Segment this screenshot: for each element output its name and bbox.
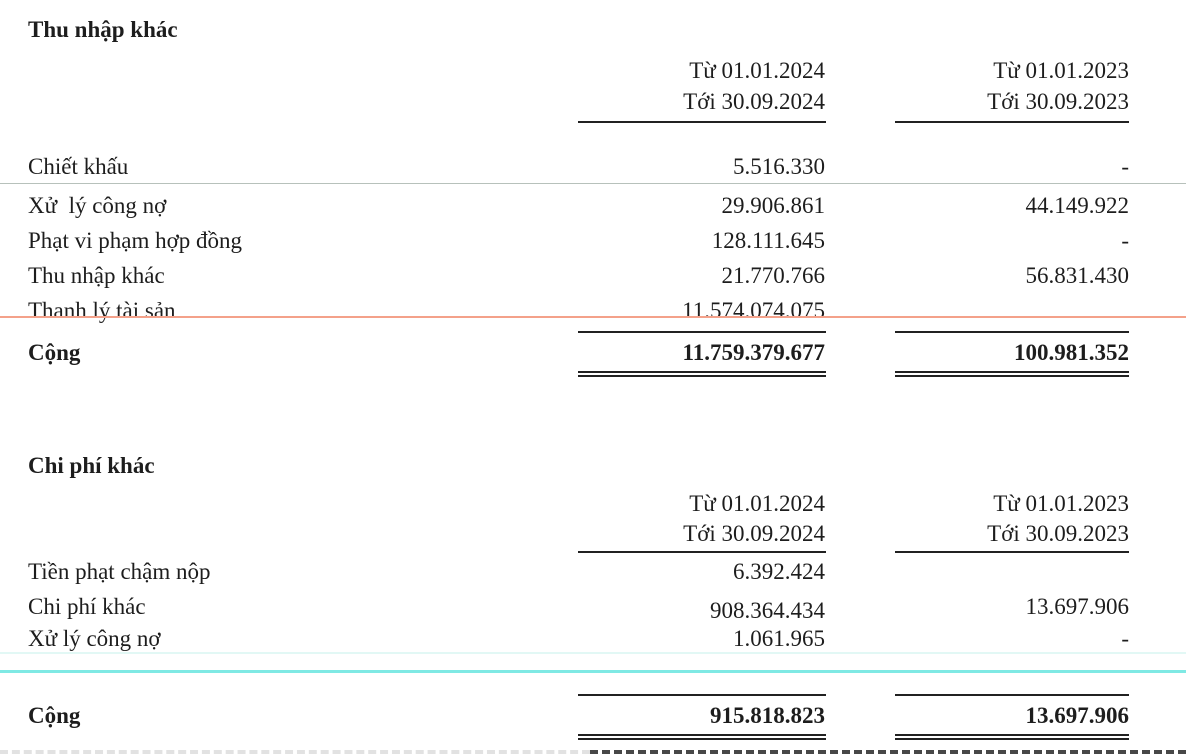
total-label: Cộng — [28, 703, 81, 728]
total-label: Cộng — [28, 340, 81, 365]
column-header-2023-line2: Tới 30.09.2023 — [987, 521, 1129, 546]
total-value-2023: 13.697.906 — [1025, 703, 1130, 728]
row-label: Chi phí khác — [28, 594, 146, 619]
section-title: Thu nhập khác — [28, 17, 178, 42]
row-label: Thu nhập khác — [28, 263, 165, 288]
header-underline-2023 — [895, 551, 1129, 553]
table-row: Thanh lý tài sản 11.574.074.075 — [0, 295, 1186, 327]
value-2024: 908.364.434 — [710, 598, 825, 623]
header-underline-2023 — [895, 121, 1129, 123]
teal-faint-scan-line — [0, 652, 1186, 654]
column-header-2024-line2: Tới 30.09.2024 — [683, 89, 825, 114]
total-double-rule-2024 — [578, 734, 826, 740]
total-double-rule-2024 — [578, 371, 826, 377]
bottom-dashed-line-left — [0, 750, 590, 754]
section-title: Chi phí khác — [28, 453, 155, 478]
total-value-2024: 915.818.823 — [710, 703, 825, 728]
header-underline-2024 — [578, 551, 826, 553]
row-label: Xử lý công nợ — [28, 193, 167, 218]
row-label: Tiền phạt chậm nộp — [28, 559, 211, 584]
column-header-2024-line2: Tới 30.09.2024 — [683, 521, 825, 546]
subtotal-rule-2023 — [895, 694, 1129, 696]
red-scan-line — [0, 316, 1186, 318]
table-row: Xử lý công nợ 29.906.861 44.149.922 — [0, 190, 1186, 222]
total-double-rule-2023 — [895, 734, 1129, 740]
column-header-2024-line1: Từ 01.01.2024 — [689, 58, 825, 83]
teal-scan-line — [0, 670, 1186, 673]
value-2024: 128.111.645 — [711, 228, 825, 253]
subtotal-rule-2024 — [578, 694, 826, 696]
total-double-rule-2023 — [895, 371, 1129, 377]
column-header-2023-line1: Từ 01.01.2023 — [993, 491, 1129, 516]
total-value-2024: 11.759.379.677 — [682, 340, 825, 365]
column-header-2023-line1: Từ 01.01.2023 — [993, 58, 1129, 83]
gray-scan-line — [0, 183, 1186, 184]
total-value-2023: 100.981.352 — [1014, 340, 1129, 365]
value-2023: - — [1121, 228, 1129, 253]
subtotal-rule-2023 — [895, 331, 1129, 333]
total-row: Cộng 915.818.823 13.697.906 — [0, 700, 1186, 732]
table-row: Phạt vi phạm hợp đồng 128.111.645 - — [0, 225, 1186, 257]
header-underline-2024 — [578, 121, 826, 123]
value-2024: 5.516.330 — [733, 154, 825, 179]
value-2024: 21.770.766 — [721, 263, 826, 288]
bottom-dashed-line-right — [590, 750, 1186, 754]
value-2023: 13.697.906 — [1025, 594, 1130, 619]
row-label: Chiết khấu — [28, 154, 129, 179]
value-2024: 1.061.965 — [733, 626, 825, 651]
table-row: Chiết khấu 5.516.330 - — [0, 151, 1186, 183]
row-label: Xử lý công nợ — [28, 626, 161, 651]
value-2023: - — [1121, 154, 1129, 179]
table-row: Xử lý công nợ 1.061.965 - — [0, 623, 1186, 655]
table-row: Thu nhập khác 21.770.766 56.831.430 — [0, 260, 1186, 292]
subtotal-rule-2024 — [578, 331, 826, 333]
column-header-2024-line1: Từ 01.01.2024 — [689, 491, 825, 516]
column-header-2023-line2: Tới 30.09.2023 — [987, 89, 1129, 114]
table-row: Tiền phạt chậm nộp 6.392.424 — [0, 556, 1186, 588]
value-2024: 6.392.424 — [733, 559, 825, 584]
row-label: Phạt vi phạm hợp đồng — [28, 228, 243, 253]
value-2024: 29.906.861 — [721, 193, 826, 218]
value-2023: 56.831.430 — [1025, 263, 1130, 288]
value-2023: - — [1121, 626, 1129, 651]
total-row: Cộng 11.759.379.677 100.981.352 — [0, 337, 1186, 369]
value-2024: 11.574.074.075 — [682, 298, 825, 323]
value-2023: 44.149.922 — [1025, 193, 1130, 218]
row-label: Thanh lý tài sản — [28, 298, 176, 323]
table-row: Chi phí khác 908.364.434 13.697.906 — [0, 591, 1186, 623]
